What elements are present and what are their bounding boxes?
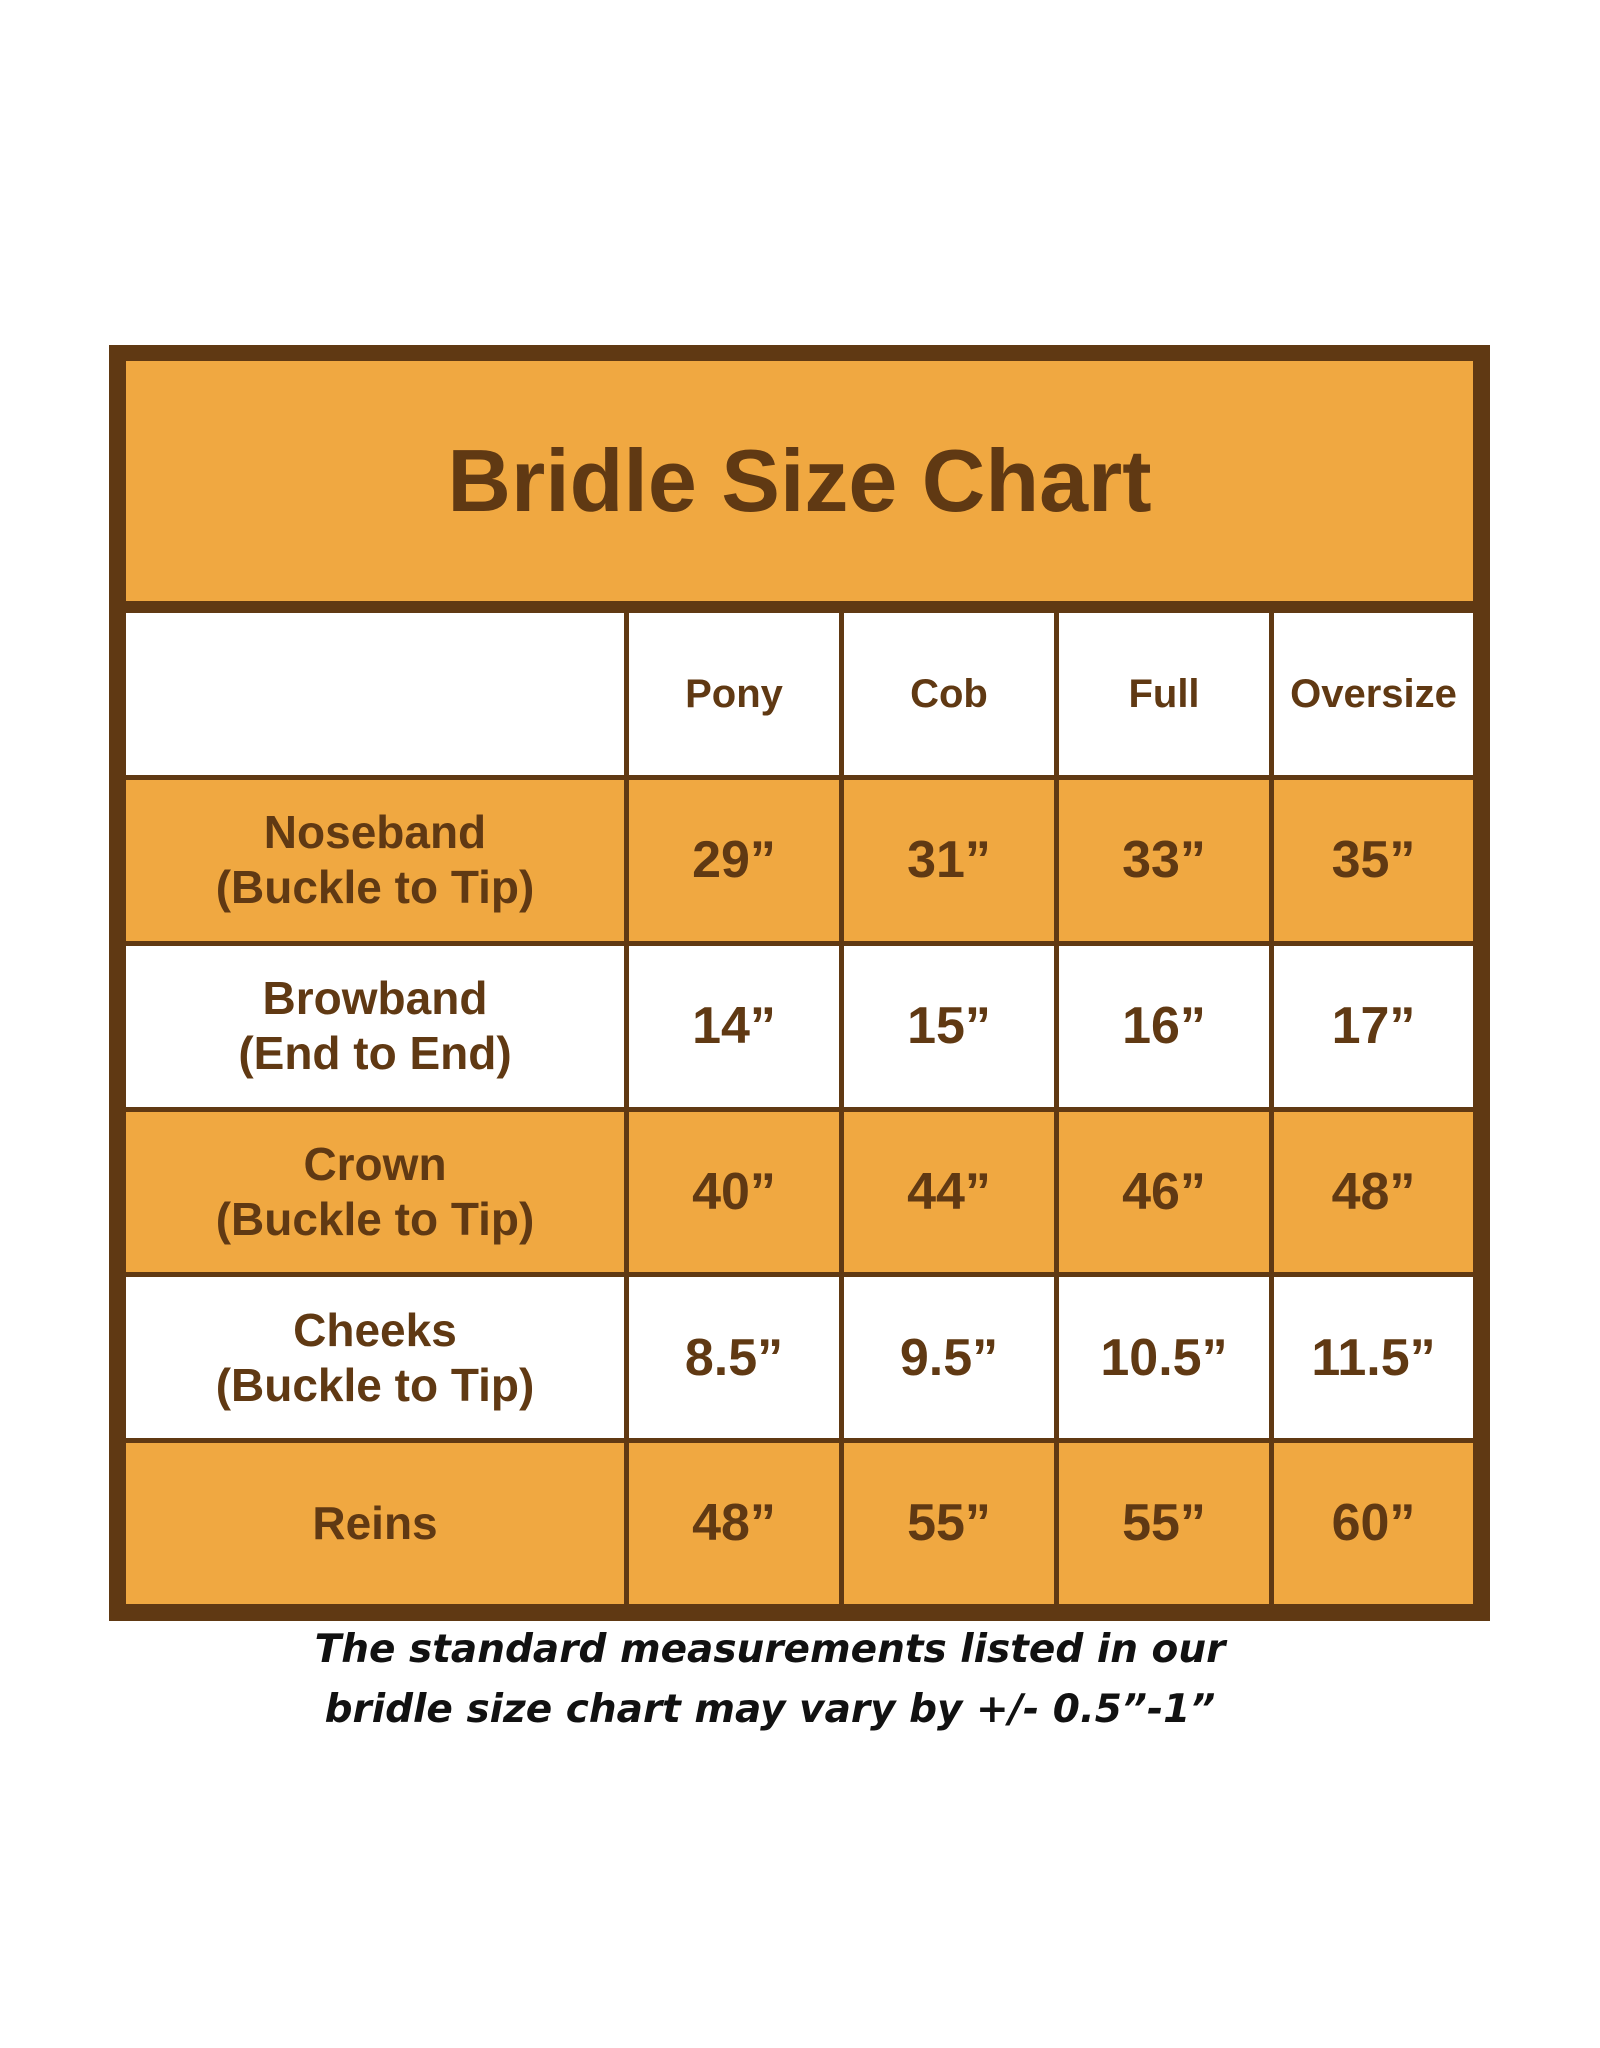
footnote-line-2: bridle size chart may vary by +/- 0.5”-1… [324,1687,1216,1732]
size-value: 29” [629,780,839,941]
footnote: The standard measurements listed in our … [0,1620,1540,1740]
row-label: Reins [126,1443,624,1604]
size-table: Pony Cob Full Oversize Noseband (Buckle to T… [126,613,1473,1604]
size-value: 10.5” [1059,1277,1269,1439]
size-value: 35” [1274,780,1473,941]
bridle-size-chart: Bridle Size Chart Pony Cob Full Oversize Nos… [109,345,1490,1621]
column-header: Oversize [1274,613,1473,775]
size-value: 55” [844,1443,1054,1604]
row-label: Cheeks (Buckle to Tip) [126,1277,624,1439]
size-value: 48” [1274,1111,1473,1273]
size-value: 14” [629,945,839,1107]
row-label: Crown (Buckle to Tip) [126,1111,624,1273]
size-value: 16” [1059,945,1269,1107]
row-label: Noseband (Buckle to Tip) [126,780,624,941]
size-value: 15” [844,945,1054,1107]
size-value: 9.5” [844,1277,1054,1439]
size-value: 11.5” [1274,1277,1473,1439]
size-value: 31” [844,780,1054,941]
footnote-line-1: The standard measurements listed in our [314,1627,1226,1672]
chart-title: Bridle Size Chart [126,361,1473,613]
size-value: 44” [844,1111,1054,1273]
size-value: 17” [1274,945,1473,1107]
size-value: 60” [1274,1443,1473,1604]
size-value: 8.5” [629,1277,839,1439]
size-value: 48” [629,1443,839,1604]
column-header: Pony [629,613,839,775]
row-label: Browband (End to End) [126,945,624,1107]
size-value: 55” [1059,1443,1269,1604]
column-header: Full [1059,613,1269,775]
column-header: Cob [844,613,1054,775]
size-value: 33” [1059,780,1269,941]
size-value: 40” [629,1111,839,1273]
size-value: 46” [1059,1111,1269,1273]
header-corner [126,613,624,775]
